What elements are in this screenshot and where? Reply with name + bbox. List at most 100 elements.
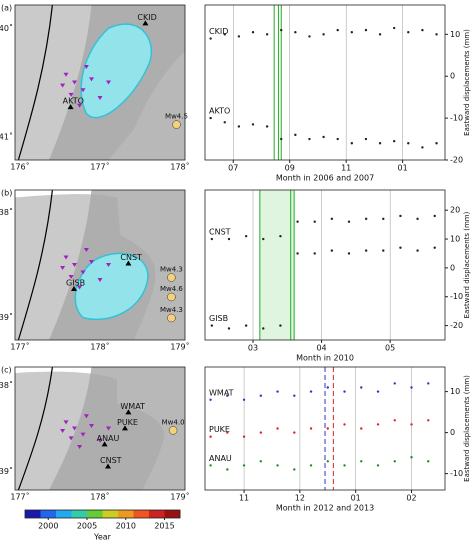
earthquake-marker — [80, 432, 86, 437]
data-point — [293, 468, 296, 471]
station-label: CNST — [120, 253, 142, 262]
data-point — [427, 382, 430, 385]
y-tick-label: 20 — [450, 206, 460, 215]
data-point — [294, 31, 297, 34]
data-point — [223, 33, 226, 36]
data-point — [407, 142, 410, 145]
earthquake-marker — [72, 263, 77, 267]
data-point — [322, 135, 325, 139]
y-tick-label: -10 — [450, 114, 463, 123]
data-point — [393, 382, 396, 385]
data-point — [296, 220, 299, 223]
colorbar-frame — [24, 509, 181, 519]
data-point — [244, 234, 248, 238]
data-point — [326, 460, 329, 463]
data-point — [279, 234, 282, 238]
data-point — [279, 324, 282, 327]
earthquake-marker — [83, 414, 89, 419]
data-point — [343, 423, 346, 426]
colorbar-cell — [164, 510, 181, 518]
colorbar-tick-label: 2010 — [116, 522, 136, 531]
event-window — [259, 190, 295, 340]
data-point — [209, 398, 212, 401]
data-point — [226, 394, 229, 397]
earthquake-marker — [89, 424, 94, 429]
earthquake-marker — [60, 266, 66, 270]
data-point — [280, 28, 283, 32]
y-axis-label: Eastward displacements (mm) — [463, 211, 471, 318]
data-point — [376, 423, 380, 426]
data-point — [223, 121, 226, 124]
x-tick-label: 11 — [341, 164, 351, 173]
x-tick-label: 05 — [385, 344, 395, 353]
data-point — [360, 460, 363, 463]
panel-label: (b) — [1, 189, 12, 198]
colorbar-cell — [40, 510, 57, 518]
data-point — [393, 419, 396, 422]
earthquake-marker — [97, 278, 103, 282]
data-point — [364, 28, 368, 32]
series-label: CNST — [209, 228, 231, 237]
magnitude-label: Mw4.3 — [160, 306, 183, 314]
earthquake-marker — [80, 270, 86, 275]
fault-line — [17, 189, 53, 341]
station-label: PUKE — [117, 418, 138, 427]
focal-mechanism — [168, 426, 178, 435]
data-point — [376, 390, 380, 393]
data-point — [360, 427, 363, 430]
station-marker — [125, 260, 132, 266]
earthquake-marker — [63, 255, 69, 260]
x-axis-label: Month in 2010 — [296, 354, 354, 363]
earthquake-marker — [106, 263, 111, 267]
map-frame — [14, 366, 186, 491]
station-label: ANAU — [97, 434, 120, 443]
x-tick-label: 12 — [295, 494, 305, 503]
station-marker — [122, 425, 128, 431]
data-point — [410, 423, 413, 426]
data-point — [427, 460, 430, 463]
x-tick-label: 01 — [398, 164, 408, 173]
data-point — [251, 123, 255, 126]
map-x-tick-label: 178˚ — [170, 162, 189, 172]
data-point — [226, 468, 229, 471]
series-label: CKID — [209, 27, 228, 36]
map-x-tick-label: 177˚ — [10, 492, 29, 502]
colorbar-cell — [25, 510, 41, 518]
map-y-tick-label: -41˚ — [0, 131, 13, 141]
y-tick-label: -10 — [450, 292, 463, 301]
earthquake-marker — [106, 426, 111, 431]
data-point — [237, 35, 241, 38]
y-tick-label: 0 — [450, 428, 455, 437]
magnitude-label: Mw4.0 — [162, 418, 185, 426]
data-point — [242, 435, 246, 438]
data-point — [435, 33, 438, 36]
data-point — [209, 37, 212, 40]
focal-mechanism — [167, 273, 176, 282]
fault-line — [17, 4, 53, 161]
map-y-tick-label: -39˚ — [0, 466, 13, 476]
earthquake-marker — [72, 80, 77, 85]
station-marker — [125, 409, 132, 415]
station-marker — [142, 20, 149, 26]
map-x-tick-label: 179˚ — [170, 492, 189, 502]
panel-label: (c) — [1, 366, 12, 375]
data-point — [336, 28, 339, 32]
data-point — [392, 139, 396, 143]
series-label: GISB — [209, 314, 228, 323]
data-point — [262, 237, 265, 241]
data-point — [259, 431, 263, 434]
map-x-tick-label: 178˚ — [90, 342, 109, 352]
data-point — [410, 386, 413, 389]
data-point — [226, 431, 229, 434]
series-label: ANAU — [209, 454, 232, 463]
magnitude-label: Mw4.5 — [165, 113, 188, 121]
data-point — [308, 137, 311, 141]
data-point — [364, 217, 368, 221]
earthquake-marker — [72, 426, 77, 431]
station-label: AKTO — [63, 97, 84, 106]
colorbar-cell — [87, 510, 103, 518]
data-point — [343, 464, 346, 467]
earthquake-marker — [63, 72, 69, 77]
colorbar-label: Year — [93, 533, 112, 542]
map-x-tick-label: 178˚ — [90, 492, 109, 502]
